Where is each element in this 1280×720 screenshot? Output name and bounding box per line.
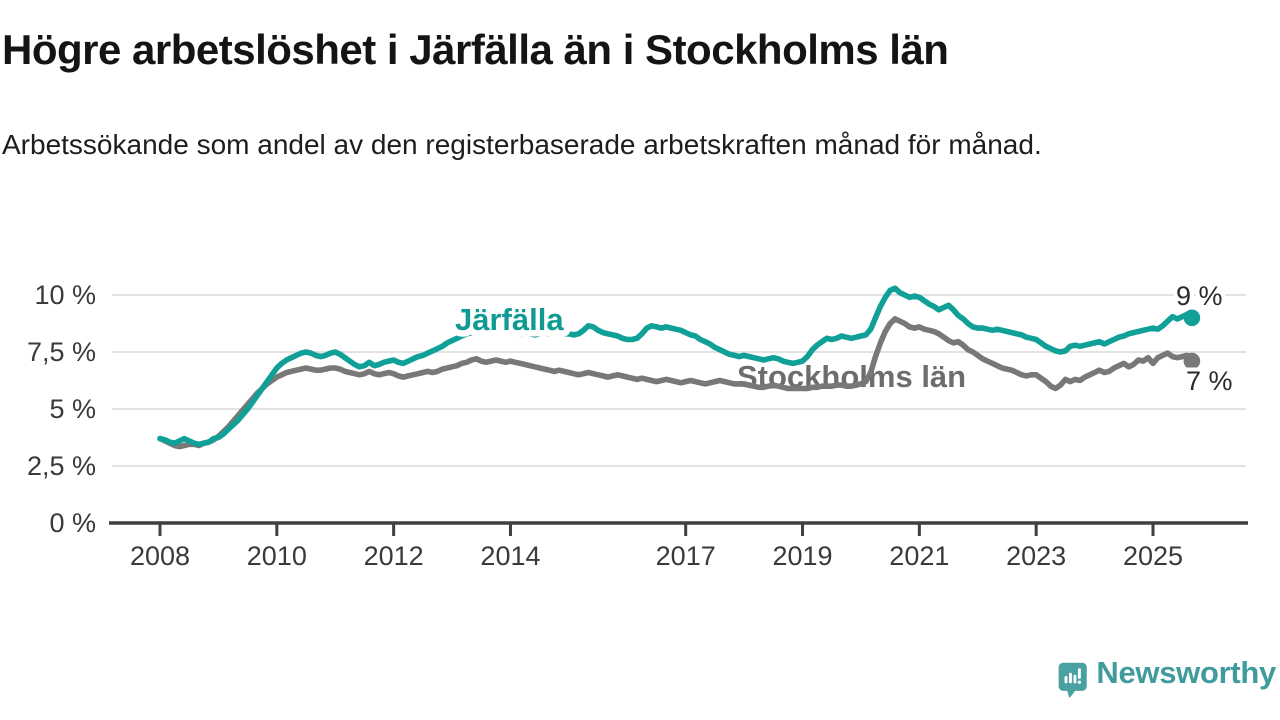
y-axis-label: 10 % [34, 280, 96, 310]
series-line-stockholm [157, 316, 1195, 450]
x-axis [109, 521, 1248, 536]
end-dot-stockholm [1183, 352, 1201, 370]
x-tick-label: 2012 [364, 541, 424, 571]
x-tick-label: 2021 [889, 541, 949, 571]
newsworthy-logo-icon [1058, 662, 1087, 698]
end-dots [1183, 309, 1201, 370]
end-value-label-stockholm: 7 % [1186, 366, 1233, 396]
y-axis-label: 0 % [49, 508, 96, 538]
end-value-label-jarfalla: 9 % [1176, 281, 1223, 311]
series-line-jarfalla [157, 285, 1195, 448]
x-tick-label: 2019 [772, 541, 832, 571]
series-label-jarfalla: Järfälla [455, 302, 564, 337]
x-tick-label: 2010 [247, 541, 307, 571]
y-axis-labels: 0 % 2,5 % 5 % 7,5 % 10 % [27, 280, 96, 538]
x-tick-label: 2023 [1006, 541, 1066, 571]
y-axis-label: 5 % [49, 394, 96, 424]
x-tick-label: 2017 [656, 541, 716, 571]
logo-bars-icon [1064, 668, 1081, 684]
series-lines [157, 285, 1195, 450]
x-tick-label: 2008 [130, 541, 190, 571]
x-axis-labels: 2008 2010 2012 2014 2017 2019 2021 2023 2025 [130, 541, 1183, 571]
y-axis-label: 2,5 % [27, 451, 96, 481]
y-axis-label: 7,5 % [27, 337, 96, 367]
x-tick-label: 2014 [480, 541, 540, 571]
chart-subtitle: Arbetssökande som andel av den registerb… [2, 129, 1042, 160]
chart-title: Högre arbetslöshet i Järfälla än i Stock… [2, 26, 949, 73]
brand-logo: Newsworthy [1058, 652, 1276, 710]
x-tick-label: 2025 [1123, 541, 1183, 571]
end-dot-jarfalla [1183, 309, 1201, 327]
brand-wordmark: Newsworthy [1096, 655, 1276, 690]
